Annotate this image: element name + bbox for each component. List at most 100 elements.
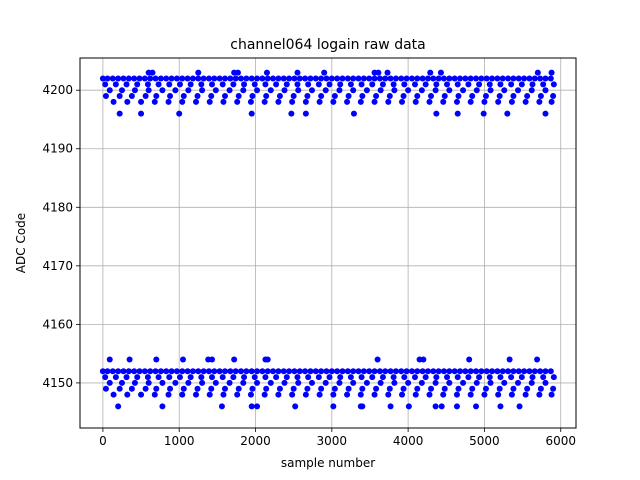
data-point — [526, 368, 533, 375]
data-point — [292, 403, 299, 410]
x-axis-label: sample number — [281, 456, 375, 470]
data-point — [116, 385, 123, 392]
data-point — [102, 385, 109, 392]
data-point — [419, 368, 426, 375]
data-point — [318, 93, 325, 100]
data-point — [212, 379, 219, 386]
data-point — [321, 69, 328, 76]
data-point — [536, 391, 543, 398]
chart-title: channel064 logain raw data — [230, 37, 425, 53]
data-point — [221, 75, 228, 82]
x-tick-label: 4000 — [393, 434, 424, 448]
data-point — [414, 368, 421, 375]
data-point — [355, 368, 362, 375]
data-point — [550, 374, 557, 381]
data-point — [232, 75, 239, 82]
data-point — [518, 81, 525, 88]
data-point — [230, 81, 237, 88]
data-point — [540, 374, 547, 381]
data-point — [142, 93, 149, 100]
data-point — [195, 69, 202, 76]
data-point — [466, 356, 473, 363]
data-point — [494, 368, 501, 375]
data-point — [270, 75, 277, 82]
data-point — [486, 81, 493, 88]
data-point — [131, 75, 138, 82]
data-point — [428, 385, 435, 392]
data-point — [168, 368, 175, 375]
data-point — [302, 368, 309, 375]
data-point — [305, 374, 312, 381]
data-point — [534, 356, 541, 363]
data-point — [454, 110, 461, 117]
data-point — [159, 379, 166, 386]
data-point — [478, 368, 485, 375]
data-point — [145, 87, 152, 94]
data-point — [414, 385, 421, 392]
data-point — [172, 379, 179, 386]
data-point — [195, 368, 202, 375]
data-point — [102, 374, 109, 381]
data-point — [334, 75, 341, 82]
data-point — [453, 403, 460, 410]
data-point — [515, 379, 522, 386]
data-point — [422, 81, 429, 88]
data-point — [476, 374, 483, 381]
data-point — [200, 75, 207, 82]
data-point — [537, 93, 544, 100]
data-point — [331, 385, 338, 392]
data-point — [537, 75, 544, 82]
data-point — [254, 379, 261, 386]
data-point — [125, 75, 132, 82]
data-point — [219, 374, 226, 381]
data-point — [536, 98, 543, 105]
data-point — [467, 75, 474, 82]
data-point — [120, 368, 127, 375]
data-point — [379, 374, 386, 381]
data-point — [534, 69, 541, 76]
data-point — [189, 75, 196, 82]
data-point — [465, 374, 472, 381]
data-point — [173, 368, 180, 375]
data-point — [99, 368, 106, 375]
data-point — [446, 368, 453, 375]
data-point — [508, 391, 515, 398]
data-point — [322, 379, 329, 386]
data-point — [508, 81, 515, 88]
data-point — [323, 368, 330, 375]
data-point — [134, 81, 141, 88]
data-point — [263, 385, 270, 392]
data-point — [473, 403, 480, 410]
data-point — [411, 374, 418, 381]
data-point — [248, 110, 255, 117]
data-point — [398, 368, 405, 375]
data-point — [360, 75, 367, 82]
data-point — [302, 391, 309, 398]
data-point — [328, 368, 335, 375]
data-point — [115, 368, 122, 375]
data-point — [424, 75, 431, 82]
data-point — [294, 69, 301, 76]
data-point — [499, 368, 506, 375]
data-point — [163, 368, 170, 375]
data-point — [526, 75, 533, 82]
x-tick-label: 1000 — [164, 434, 195, 448]
data-point — [124, 391, 131, 398]
data-point — [157, 75, 164, 82]
data-point — [418, 87, 425, 94]
data-point — [420, 356, 427, 363]
data-point — [521, 368, 528, 375]
data-point — [542, 368, 549, 375]
data-point — [440, 98, 447, 105]
data-point — [467, 368, 474, 375]
data-point — [296, 368, 303, 375]
data-point — [328, 75, 335, 82]
data-point — [220, 391, 227, 398]
data-point — [283, 374, 290, 381]
data-point — [144, 374, 151, 381]
data-point — [294, 374, 301, 381]
data-point — [176, 374, 183, 381]
data-point — [128, 93, 135, 100]
data-point — [344, 391, 351, 398]
data-point — [457, 75, 464, 82]
